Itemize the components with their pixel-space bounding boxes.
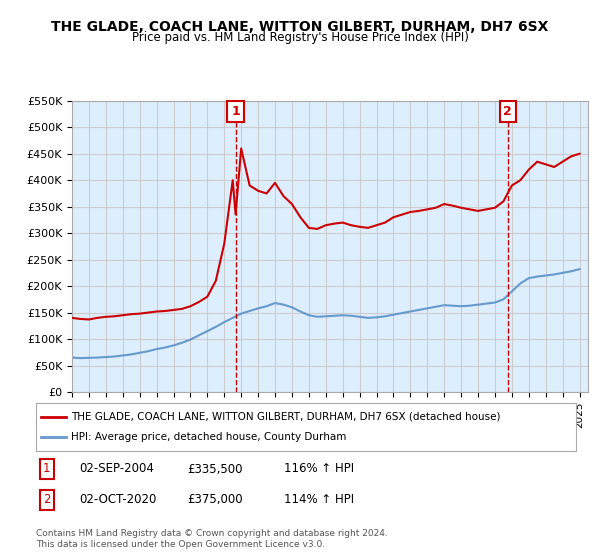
Text: £375,000: £375,000	[187, 493, 243, 506]
Text: 02-OCT-2020: 02-OCT-2020	[79, 493, 157, 506]
Text: THE GLADE, COACH LANE, WITTON GILBERT, DURHAM, DH7 6SX (detached house): THE GLADE, COACH LANE, WITTON GILBERT, D…	[71, 412, 500, 422]
Text: 1: 1	[43, 463, 50, 475]
Text: 114% ↑ HPI: 114% ↑ HPI	[284, 493, 355, 506]
Text: HPI: Average price, detached house, County Durham: HPI: Average price, detached house, Coun…	[71, 432, 346, 442]
Text: 2: 2	[43, 493, 50, 506]
Text: 116% ↑ HPI: 116% ↑ HPI	[284, 463, 355, 475]
Text: Contains HM Land Registry data © Crown copyright and database right 2024.
This d: Contains HM Land Registry data © Crown c…	[36, 529, 388, 549]
Text: 2: 2	[503, 105, 512, 118]
Text: 02-SEP-2004: 02-SEP-2004	[79, 463, 154, 475]
Text: THE GLADE, COACH LANE, WITTON GILBERT, DURHAM, DH7 6SX: THE GLADE, COACH LANE, WITTON GILBERT, D…	[52, 20, 548, 34]
Text: Price paid vs. HM Land Registry's House Price Index (HPI): Price paid vs. HM Land Registry's House …	[131, 31, 469, 44]
Text: £335,500: £335,500	[187, 463, 243, 475]
Text: 1: 1	[231, 105, 240, 118]
